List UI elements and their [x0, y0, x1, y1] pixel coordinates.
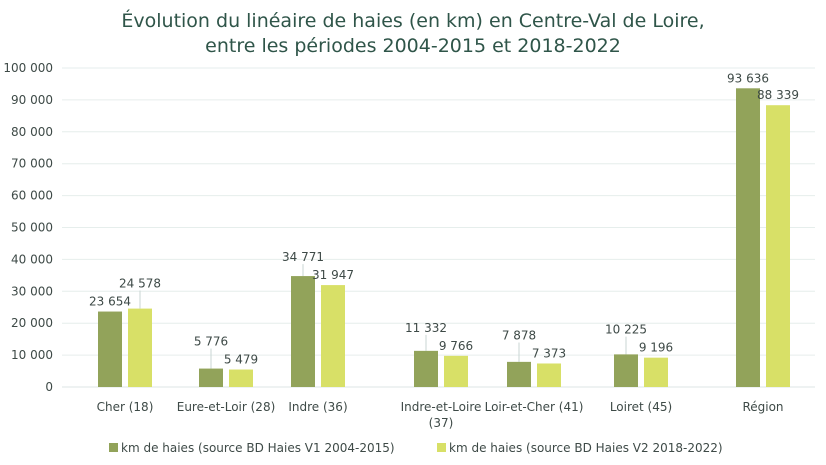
bar-v2: [321, 285, 345, 387]
bar-v2: [444, 355, 468, 387]
y-tick-label: 80 000: [11, 125, 53, 139]
y-tick-label: 60 000: [11, 189, 53, 203]
y-tick-label: 100 000: [3, 61, 53, 75]
y-axis-ticks: 0 10 000 20 000 30 000 40 000 50 000 60 000 70 …: [3, 61, 53, 394]
bar-v1: [98, 311, 122, 387]
legend-label-v2: km de haies (source BD Haies V2 2018-202…: [449, 441, 723, 455]
y-tick-label: 20 000: [11, 316, 53, 330]
data-label-v2: 24 578: [119, 277, 161, 291]
data-label-v2: 7 373: [532, 346, 566, 360]
bar-v1: [736, 88, 760, 388]
data-label-v1: 93 636: [727, 71, 769, 85]
bar-v2: [766, 105, 790, 387]
legend-swatch-v2: [437, 443, 446, 452]
chart-title-line-1: Évolution du linéaire de haies (en km) e…: [121, 9, 704, 32]
x-category-label: Région: [742, 400, 783, 414]
legend: km de haies (source BD Haies V1 2004-201…: [109, 441, 723, 455]
data-label-v1: 11 332: [405, 321, 447, 335]
bar-v1: [291, 276, 315, 387]
gridlines: [62, 67, 815, 388]
x-category-label: Indre (36): [288, 400, 347, 414]
data-label-v1: 34 771: [282, 250, 324, 264]
x-category-label: Cher (18): [97, 400, 154, 414]
chart-title: Évolution du linéaire de haies (en km) e…: [121, 9, 704, 57]
data-label-v1: 23 654: [89, 295, 131, 309]
bar-v2: [229, 369, 253, 387]
data-label-v2: 88 339: [757, 88, 799, 102]
y-tick-label: 30 000: [11, 284, 53, 298]
bar-v1: [199, 368, 223, 387]
x-category-label: Eure-et-Loir (28): [177, 400, 276, 414]
data-label-v1: 10 225: [605, 323, 647, 337]
y-tick-label: 40 000: [11, 252, 53, 266]
x-category-label: Loir-et-Cher (41): [485, 400, 584, 414]
x-axis-categories: Cher (18) Eure-et-Loir (28) Indre (36) Indr…: [97, 400, 784, 430]
bar-v2: [128, 308, 152, 387]
y-tick-label: 70 000: [11, 157, 53, 171]
y-tick-label: 50 000: [11, 221, 53, 235]
chart-title-line-2: entre les périodes 2004-2015 et 2018-202…: [205, 35, 621, 57]
bar-v1: [414, 350, 438, 387]
bar-v1: [614, 354, 638, 387]
y-tick-label: 0: [45, 380, 53, 394]
bars: [98, 88, 790, 388]
data-label-v2: 9 766: [439, 339, 473, 353]
x-category-label: Indre-et-Loire: [401, 400, 482, 414]
data-label-v1: 7 878: [502, 328, 536, 342]
bar-v2: [537, 363, 561, 387]
legend-label-v1: km de haies (source BD Haies V1 2004-201…: [121, 441, 395, 455]
legend-swatch-v1: [109, 443, 118, 452]
y-tick-label: 90 000: [11, 93, 53, 107]
data-label-v2: 5 479: [224, 353, 258, 367]
y-tick-label: 10 000: [11, 348, 53, 362]
bar-v2: [644, 357, 668, 387]
x-category-label: Loiret (45): [610, 400, 672, 414]
bar-v1: [507, 361, 531, 387]
data-label-v1: 5 776: [194, 335, 228, 349]
data-label-v2: 31 947: [312, 268, 354, 282]
data-labels: 23 654 24 578 5 776 5 479 34 771 31 947 11 332…: [89, 71, 799, 366]
x-category-label: (37): [429, 416, 454, 430]
data-label-v2: 9 196: [639, 341, 673, 355]
label-leader-lines: [139, 264, 627, 369]
